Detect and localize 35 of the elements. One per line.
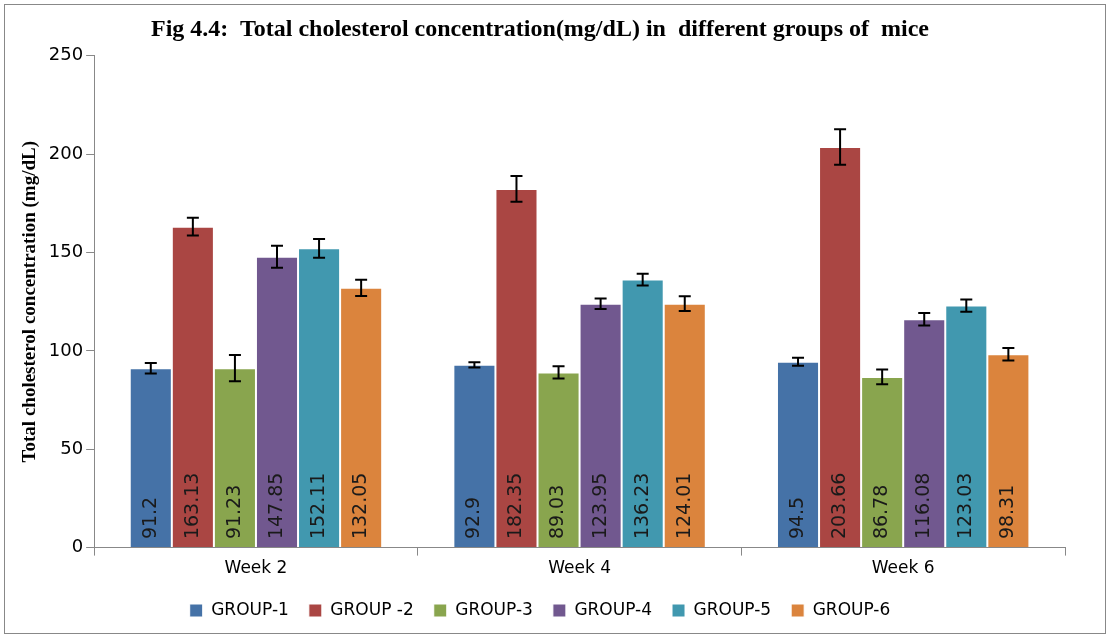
data-label: 123.03: [953, 472, 976, 540]
legend-label: GROUP-5: [693, 598, 772, 619]
legend-label: GROUP-6: [812, 598, 891, 619]
chart-title: Fig 4.4: Total cholesterol concentration(mg/dL) in different groups of mice: [151, 14, 930, 41]
data-label: 92.9: [461, 496, 484, 540]
y-tick-label: 250: [48, 43, 84, 65]
legend-label: GROUP-3: [455, 598, 533, 619]
y-tick-label: 0: [71, 535, 84, 557]
x-tick-label: Week 4: [548, 557, 611, 578]
data-label: 163.13: [179, 472, 202, 540]
y-tick-label: 100: [48, 338, 84, 360]
data-label: 203.66: [827, 472, 850, 540]
data-label: 91.2: [137, 496, 160, 540]
data-label: 116.08: [911, 472, 934, 540]
x-tick-label: Week 2: [224, 557, 288, 578]
data-label: 94.5: [784, 496, 807, 540]
y-axis-title: Total cholesterol concentration (mg/dL): [18, 141, 41, 463]
y-tick-label: 150: [48, 240, 84, 262]
data-label: 86.78: [869, 484, 892, 540]
data-label: 98.31: [995, 484, 1018, 540]
x-tick-label: Week 6: [871, 557, 935, 578]
data-label: 152.11: [306, 472, 329, 540]
y-tick-label: 50: [60, 436, 84, 458]
data-label: 147.85: [263, 472, 286, 540]
legend-label: GROUP -2: [330, 598, 414, 619]
data-label: 124.01: [671, 472, 694, 540]
legend-label: GROUP-1: [211, 598, 289, 619]
data-label: 182.35: [503, 472, 526, 540]
data-label: 123.95: [587, 472, 610, 540]
y-tick-label: 200: [48, 141, 84, 163]
data-label: 89.03: [545, 484, 568, 540]
legend-label: GROUP-4: [574, 598, 653, 619]
data-label: 136.23: [629, 472, 652, 540]
data-label: 132.05: [348, 472, 371, 540]
data-label: 91.23: [221, 484, 244, 540]
